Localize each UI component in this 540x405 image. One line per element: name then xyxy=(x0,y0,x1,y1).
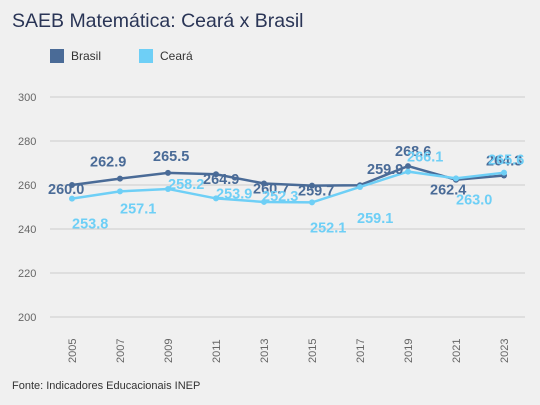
y-tick-label-300: 300 xyxy=(18,92,36,104)
data-label-0-2023: 264.3 xyxy=(486,154,522,170)
legend-label-ceara: Ceará xyxy=(160,49,193,63)
x-tick-label-2005: 2005 xyxy=(67,339,79,363)
x-tick-label-2009: 2009 xyxy=(163,339,175,363)
data-label-0-2005: 260.0 xyxy=(48,182,84,198)
data-label-1-2011: 253.9 xyxy=(216,186,252,202)
data-label-1-2015: 252.1 xyxy=(310,220,346,236)
data-label-0-2015: 259.7 xyxy=(298,184,334,200)
y-tick-label-240: 240 xyxy=(18,224,36,236)
series-0-point-2011 xyxy=(213,171,219,178)
data-label-1-2009: 258.2 xyxy=(168,177,204,193)
source-note: Fonte: Indicadores Educacionais INEP xyxy=(12,380,201,392)
x-tick-label-2015: 2015 xyxy=(307,339,319,363)
x-tick-label-2019: 2019 xyxy=(403,339,415,363)
data-label-0-2021: 262.4 xyxy=(430,183,466,199)
series-0-point-2013 xyxy=(261,180,267,187)
legend: Brasil Ceará xyxy=(50,49,193,63)
data-label-1-2013: 252.3 xyxy=(262,189,298,205)
x-tick-label-2023: 2023 xyxy=(499,339,511,363)
x-tick-label-2017: 2017 xyxy=(355,339,367,363)
x-tick-label-2011: 2011 xyxy=(211,339,223,363)
series-1-point-2017 xyxy=(357,183,363,190)
series-0-point-2015 xyxy=(309,182,315,189)
series-1-point-2011 xyxy=(213,195,219,202)
data-label-0-2019: 268.6 xyxy=(395,144,431,160)
data-label-0-2017: 259.9 xyxy=(367,162,403,178)
series-1-point-2023 xyxy=(501,169,507,176)
data-label-1-2007: 257.1 xyxy=(120,201,156,217)
data-label-0-2011: 264.9 xyxy=(203,172,239,188)
x-tick-label-2007: 2007 xyxy=(115,339,127,363)
data-label-0-2007: 262.9 xyxy=(90,155,126,171)
x-tick-label-2013: 2013 xyxy=(259,339,271,363)
data-label-1-2017: 259.1 xyxy=(357,211,393,227)
series-0-point-2019 xyxy=(405,163,411,170)
legend-item-ceara[interactable]: Ceará xyxy=(139,49,193,63)
series-1-point-2009 xyxy=(165,185,171,192)
data-label-0-2009: 265.5 xyxy=(153,149,189,165)
series-1-point-2007 xyxy=(117,188,123,195)
y-tick-label-280: 280 xyxy=(18,136,36,148)
chart-title: SAEB Matemática: Ceará x Brasil xyxy=(12,10,304,32)
series-1-point-2015 xyxy=(309,199,315,206)
series-line-1 xyxy=(71,170,505,204)
legend-label-brasil: Brasil xyxy=(71,49,102,63)
data-label-1-2019: 266.1 xyxy=(407,150,443,166)
y-tick-label-260: 260 xyxy=(18,180,36,192)
legend-swatch-brasil xyxy=(50,49,64,63)
data-label-1-2023: 265.6 xyxy=(488,153,524,169)
data-label-0-2013: 260.7 xyxy=(253,181,289,197)
y-tick-label-200: 200 xyxy=(18,312,36,324)
y-tick-label-220: 220 xyxy=(18,268,36,280)
series-1-point-2005 xyxy=(69,195,75,202)
series-0-point-2009 xyxy=(165,169,171,176)
legend-item-brasil[interactable]: Brasil xyxy=(50,49,101,63)
series-0-point-2007 xyxy=(117,175,123,182)
data-label-1-2005: 253.8 xyxy=(72,217,108,233)
series-1-point-2019 xyxy=(405,168,411,175)
legend-swatch-ceara xyxy=(139,49,154,63)
series-0-point-2005 xyxy=(69,182,75,188)
data-label-1-2021: 263.0 xyxy=(456,192,492,208)
x-tick-label-2021: 2021 xyxy=(451,339,463,363)
series-1-point-2013 xyxy=(261,198,267,205)
series-line-0 xyxy=(71,164,505,187)
series-1-point-2021 xyxy=(453,175,459,182)
